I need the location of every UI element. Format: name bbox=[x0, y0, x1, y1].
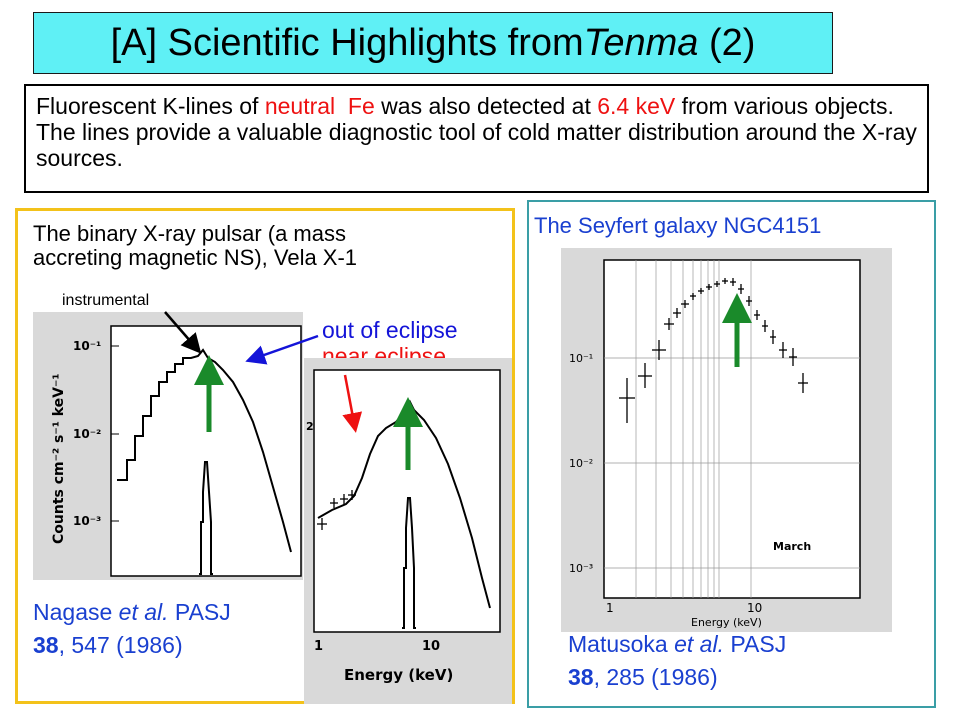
plot1-ytick-3: 10⁻³ bbox=[73, 514, 101, 528]
vela-x1-panel bbox=[15, 208, 515, 704]
ngc-xtick-2: 10 bbox=[747, 601, 762, 615]
ngc-legend: March bbox=[773, 540, 811, 553]
title-prefix: [A] Scientific Highlights from bbox=[110, 21, 584, 64]
intro-red-energy: 6.4 keV bbox=[597, 93, 676, 119]
plot2-xlabel: Energy (keV) bbox=[344, 666, 453, 684]
vela-plot-out-of-eclipse: 10⁻¹ 10⁻² 10⁻³ Counts cm⁻² s⁻¹ keV⁻¹ bbox=[33, 312, 303, 580]
near-eclipse-arrow bbox=[342, 374, 363, 433]
vela-heading-1: The binary X-ray pulsar (a mass bbox=[33, 221, 346, 246]
plot2-data-points bbox=[317, 490, 356, 530]
intro-paragraph: Fluorescent K-lines of neutral Fe was al… bbox=[24, 84, 929, 193]
plot1-ylabel: Counts cm⁻² s⁻¹ keV⁻¹ bbox=[51, 373, 67, 544]
instrumental-label: instrumental bbox=[62, 292, 150, 309]
plot2-xtick-2: 10 bbox=[422, 639, 440, 654]
plot2-white-patch bbox=[448, 389, 494, 415]
title-italic: Tenma bbox=[583, 21, 699, 64]
vela-heading-2: accreting magnetic NS), Vela X-1 bbox=[33, 245, 358, 270]
title-suffix: (2) bbox=[698, 21, 756, 64]
ngc4151-heading: The Seyfert galaxy NGC4151 bbox=[534, 213, 822, 238]
ngc-xlabel: Energy (keV) bbox=[691, 616, 762, 629]
matsuoka-citation: Matusoka et al. PASJ 38, 285 (1986) bbox=[568, 631, 787, 690]
intro-text-2: was also detected at bbox=[374, 93, 598, 119]
ngc4151-panel bbox=[527, 200, 936, 708]
out-of-eclipse-arrow bbox=[245, 334, 319, 365]
plot1-ytick-2: 10⁻² bbox=[73, 427, 101, 441]
ngc-ytick-2: 10⁻² bbox=[569, 457, 593, 470]
instrumental-arrow bbox=[164, 311, 202, 354]
ngc-ytick-3: 10⁻³ bbox=[569, 562, 593, 575]
intro-text-3: from various objects. The lines provide … bbox=[36, 93, 917, 171]
ngc-ytick-1: 10⁻¹ bbox=[569, 352, 593, 365]
out-of-eclipse-label: out of eclipse bbox=[322, 317, 458, 343]
slide-title: [A] Scientific Highlights from Tenma (2) bbox=[33, 12, 833, 74]
plot2-ytick: 2 bbox=[306, 420, 314, 433]
intro-red-neutral-fe: neutral Fe bbox=[264, 93, 375, 119]
nagase-citation: Nagase et al. PASJ 38, 547 (1986) bbox=[33, 599, 231, 658]
ngc-xtick-1: 1 bbox=[606, 601, 614, 615]
plot1-ytick-1: 10⁻¹ bbox=[73, 339, 101, 353]
intro-text-1: Fluorescent K-lines of bbox=[36, 93, 265, 119]
plot2-xtick-1: 1 bbox=[314, 639, 323, 654]
